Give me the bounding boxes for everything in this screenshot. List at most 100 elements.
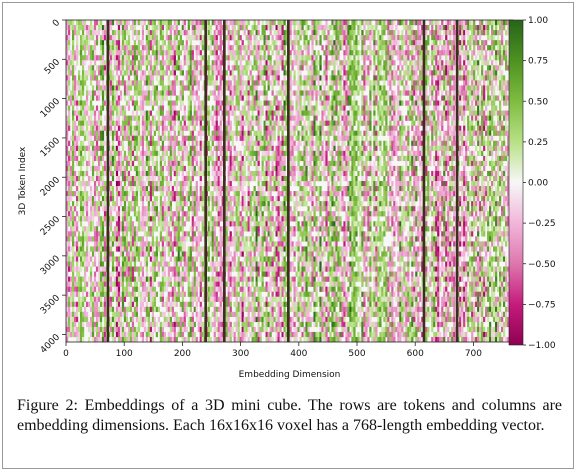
heatmap-cell xyxy=(253,316,256,323)
heatmap-cell xyxy=(159,135,162,141)
heatmap-cell xyxy=(235,40,238,46)
heatmap-cell xyxy=(71,266,75,272)
heatmap-cell xyxy=(207,160,210,167)
heatmap-cell xyxy=(225,95,228,101)
heatmap-cell xyxy=(77,296,81,302)
heatmap-cell xyxy=(219,55,222,61)
heatmap-cell xyxy=(179,256,182,262)
heatmap-cell xyxy=(185,251,188,257)
heatmap-cell xyxy=(215,110,218,116)
heatmap-cell xyxy=(215,306,218,313)
heatmap-cell xyxy=(79,206,83,212)
heatmap-cell xyxy=(109,191,113,197)
heatmap-cell xyxy=(237,311,240,318)
heatmap-cell xyxy=(141,70,145,76)
heatmap-cell xyxy=(227,186,230,192)
heatmap-cell xyxy=(195,70,198,76)
heatmap-cell xyxy=(231,155,234,162)
heatmap-cell xyxy=(171,160,174,167)
heatmap-cell xyxy=(225,226,228,232)
heatmap-cell xyxy=(253,201,256,207)
heatmap-cell xyxy=(85,170,89,177)
heatmap-cell xyxy=(235,306,238,313)
heatmap-cell xyxy=(233,301,236,307)
heatmap-cell xyxy=(91,206,95,212)
heatmap-cell xyxy=(211,261,214,267)
heatmap-cell xyxy=(109,236,113,242)
heatmap-cell xyxy=(139,311,143,318)
heatmap-cell xyxy=(91,25,95,31)
heatmap-cell xyxy=(199,201,202,207)
heatmap-cell xyxy=(69,331,73,338)
heatmap-cell xyxy=(177,120,180,126)
heatmap-cell xyxy=(113,236,117,242)
heatmap-cell xyxy=(169,25,172,31)
heatmap-cell xyxy=(137,256,141,262)
heatmap-cell xyxy=(227,100,230,106)
heatmap-cell xyxy=(135,231,139,237)
heatmap-cell xyxy=(117,241,121,247)
heatmap-cell xyxy=(199,55,202,61)
heatmap-cell xyxy=(227,191,230,197)
heatmap-cell xyxy=(239,175,242,182)
heatmap-cell xyxy=(95,105,99,111)
heatmap-cell xyxy=(159,95,162,101)
heatmap-cell xyxy=(77,75,81,81)
heatmap-cell xyxy=(75,155,79,162)
heatmap-cell xyxy=(71,316,75,323)
heatmap-cell xyxy=(219,130,222,136)
heatmap-cell xyxy=(141,175,145,182)
heatmap-cell xyxy=(253,256,256,262)
heatmap-cell xyxy=(69,181,73,187)
heatmap-cell xyxy=(257,30,260,36)
heatmap-cell xyxy=(239,246,242,252)
heatmap-cell xyxy=(181,191,184,197)
heatmap-cell xyxy=(247,311,250,318)
heatmap-cell xyxy=(231,130,234,136)
heatmap-cell xyxy=(109,181,113,187)
heatmap-cell xyxy=(173,311,176,318)
heatmap-cell xyxy=(125,261,129,267)
heatmap-cell xyxy=(257,316,260,323)
heatmap-cell xyxy=(117,246,121,252)
heatmap-cell xyxy=(235,100,238,106)
heatmap-cell xyxy=(253,246,256,252)
heatmap-cell xyxy=(129,326,133,333)
heatmap-cell xyxy=(227,316,230,323)
heatmap-cell xyxy=(121,256,125,262)
heatmap-cell xyxy=(191,311,194,318)
heatmap-cell xyxy=(199,130,202,136)
heatmap-cell xyxy=(83,55,87,61)
heatmap-cell xyxy=(257,301,260,307)
heatmap-cell xyxy=(85,125,89,131)
heatmap-cell xyxy=(189,301,192,307)
heatmap-cell xyxy=(259,170,262,177)
heatmap-cell xyxy=(199,316,202,323)
heatmap-cell xyxy=(115,256,119,262)
heatmap-cell xyxy=(141,85,145,91)
heatmap-cell xyxy=(161,251,164,257)
heatmap-cell xyxy=(155,45,158,51)
heatmap-cell xyxy=(247,30,250,36)
heatmap-cell xyxy=(95,85,99,91)
heatmap-cell xyxy=(265,105,268,111)
heatmap-cell xyxy=(171,25,174,31)
heatmap-cell xyxy=(83,170,87,177)
heatmap-cell xyxy=(69,316,73,323)
heatmap-cell xyxy=(219,105,222,111)
heatmap-cell xyxy=(225,130,228,136)
heatmap-cell xyxy=(159,30,162,36)
heatmap-cell xyxy=(171,50,174,56)
heatmap-cell xyxy=(259,266,262,272)
heatmap-cell xyxy=(135,75,139,81)
heatmap-cell xyxy=(227,206,230,212)
heatmap-cell xyxy=(183,30,186,36)
heatmap-cell xyxy=(241,20,244,26)
heatmap-cell xyxy=(245,85,248,91)
heatmap-cell xyxy=(195,201,198,207)
heatmap-cell xyxy=(159,60,162,66)
heatmap-cell xyxy=(141,191,145,197)
heatmap-cell xyxy=(241,311,244,318)
heatmap-cell xyxy=(215,175,218,182)
heatmap-cell xyxy=(123,175,127,182)
